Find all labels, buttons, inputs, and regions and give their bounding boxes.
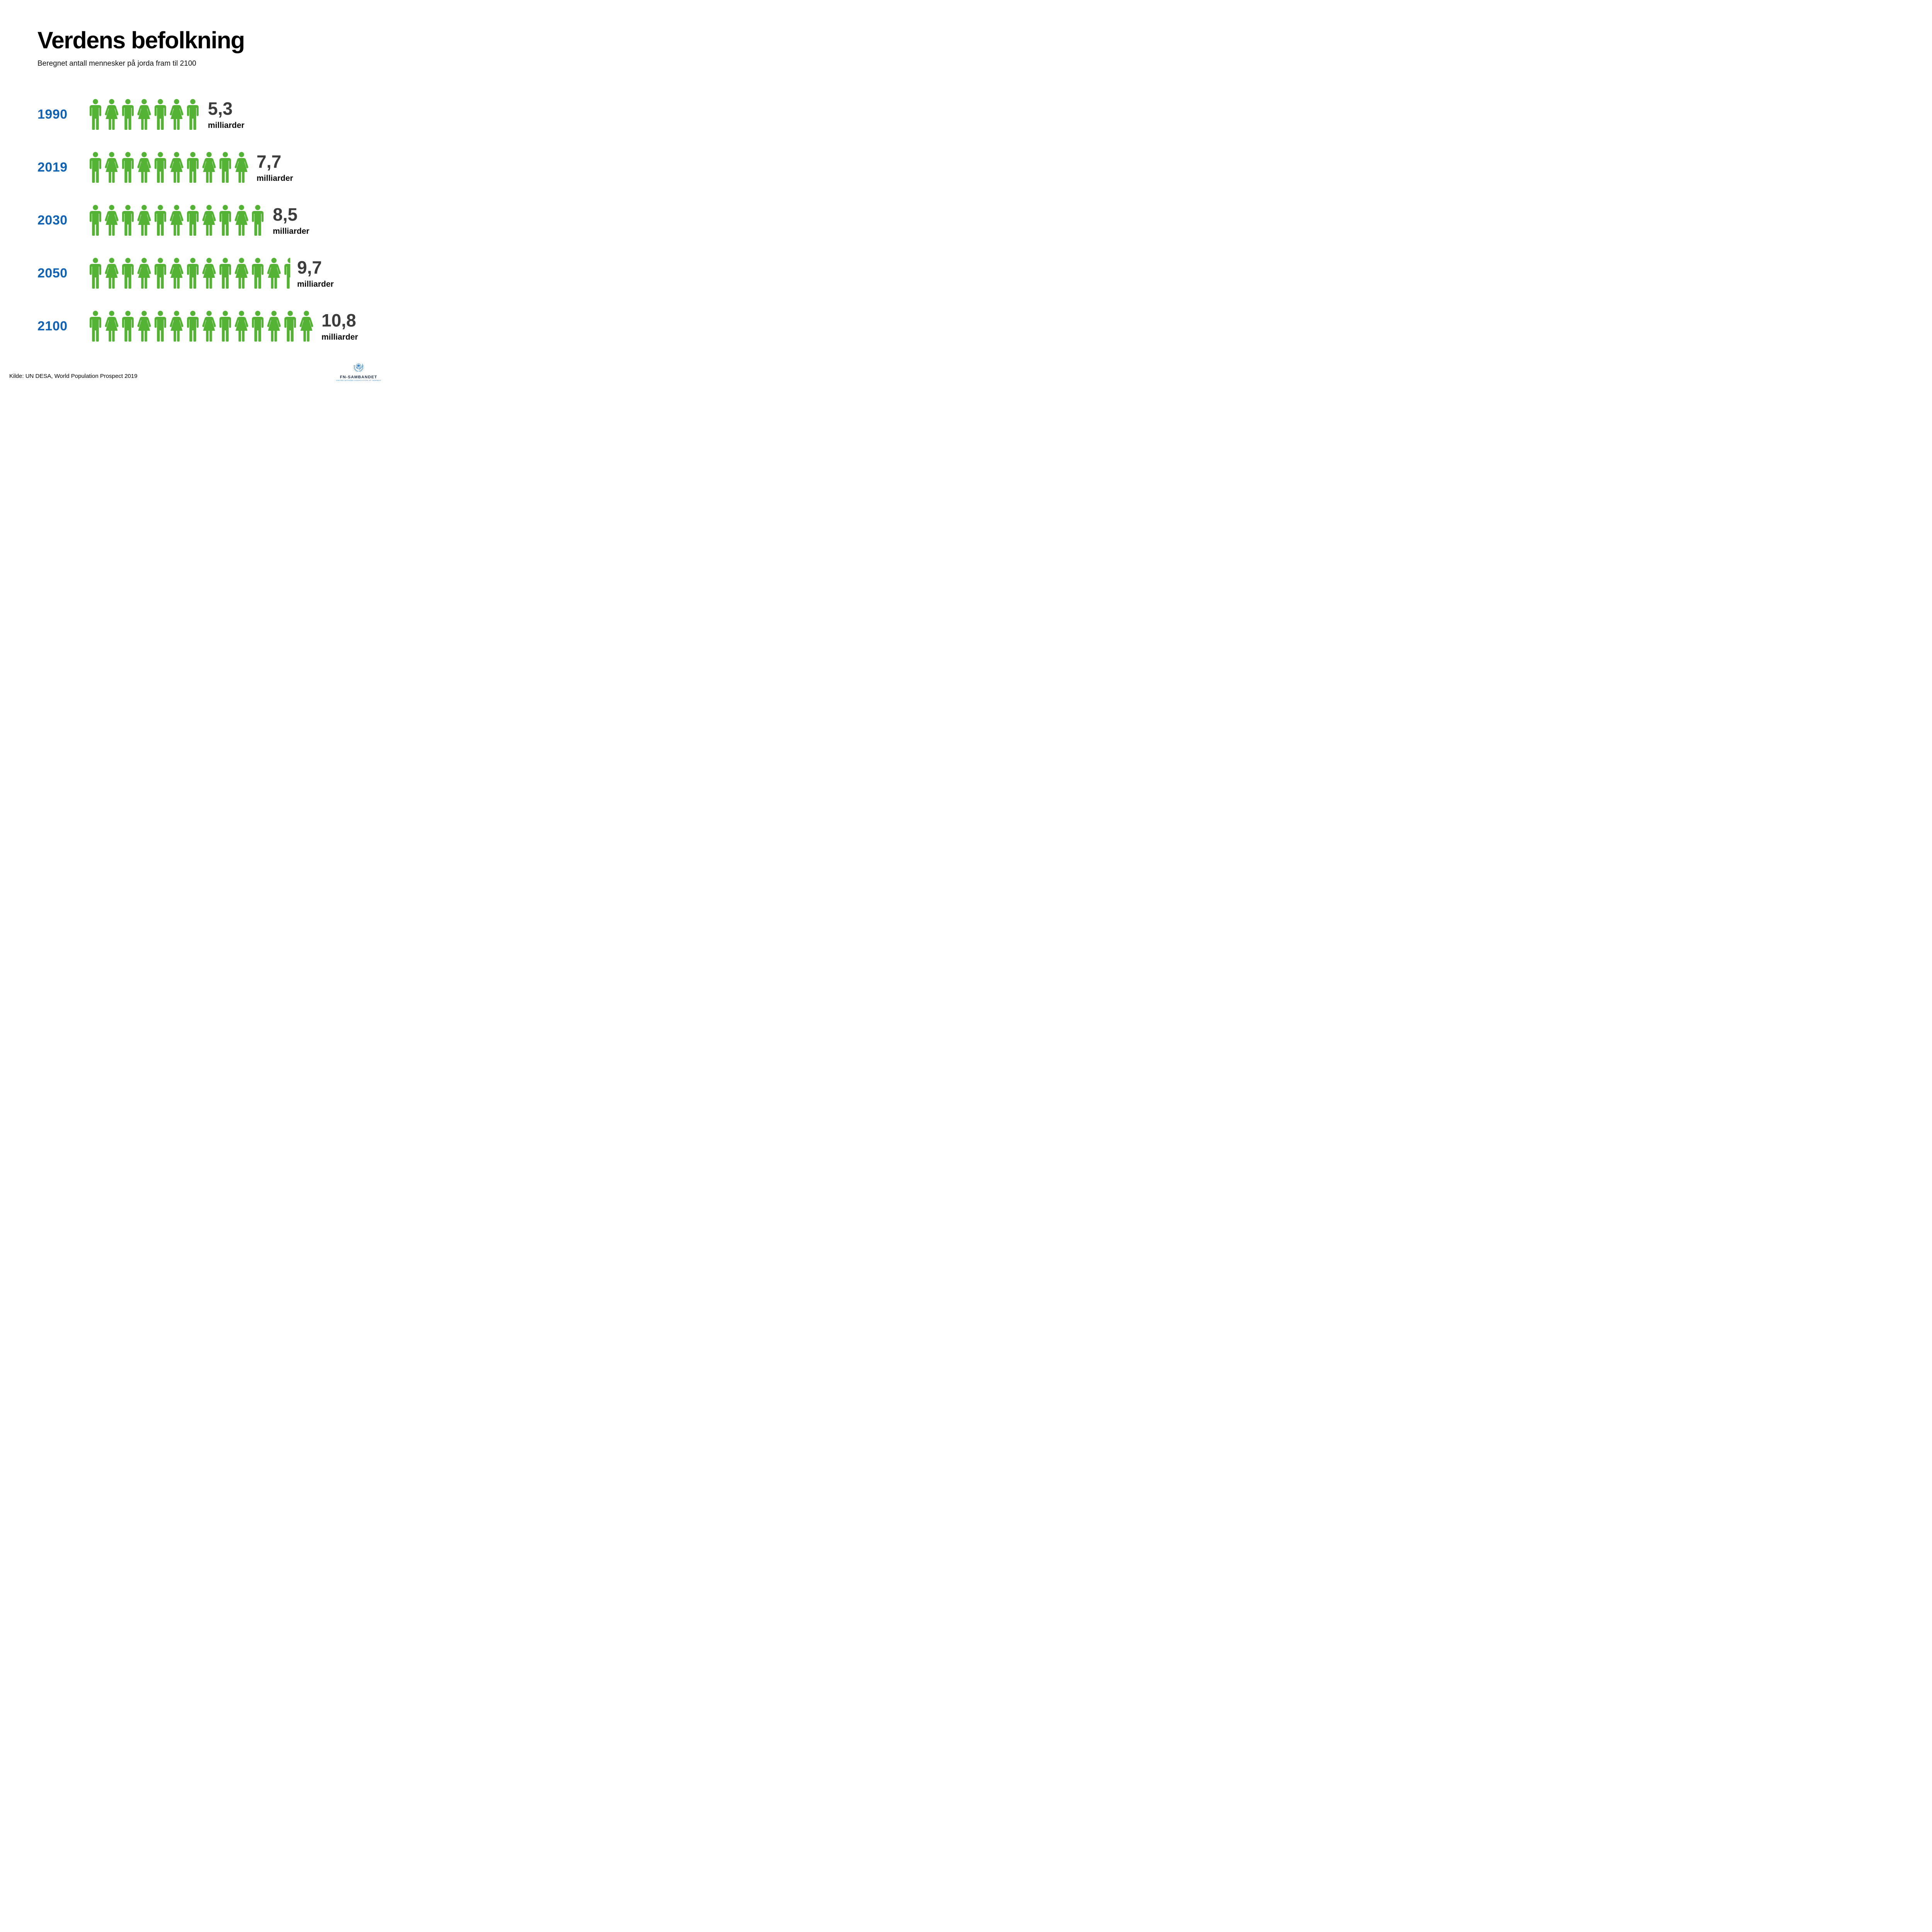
person-man-icon bbox=[120, 152, 136, 184]
row-icons bbox=[87, 258, 290, 289]
logo-org-name: FN-SAMBANDET bbox=[340, 374, 378, 379]
row-value: 8,5 milliarder bbox=[273, 206, 310, 235]
page-title: Verdens befolkning bbox=[37, 27, 245, 53]
person-man-icon bbox=[120, 311, 136, 342]
person-woman-icon bbox=[104, 152, 120, 184]
person-woman-icon bbox=[136, 258, 152, 289]
row-year-label: 2030 bbox=[37, 213, 68, 228]
row-icons bbox=[87, 99, 201, 131]
person-woman-icon bbox=[136, 205, 152, 236]
population-row: 2030 8,5 milliarder bbox=[37, 194, 383, 247]
person-man-icon bbox=[185, 205, 201, 236]
person-man-half-icon bbox=[282, 258, 290, 289]
person-man-icon bbox=[282, 311, 298, 342]
population-row: 2100 10,8 milliarder bbox=[37, 300, 383, 353]
source-note: Kilde: UN DESA, World Population Prospec… bbox=[9, 373, 138, 379]
row-value-number: 5,3 bbox=[208, 99, 233, 119]
row-value: 10,8 milliarder bbox=[321, 311, 358, 341]
population-row: 2019 7,7 milliarder bbox=[37, 141, 383, 194]
person-woman-icon bbox=[168, 99, 185, 131]
person-man-icon bbox=[185, 152, 201, 184]
row-value-unit: milliarder bbox=[208, 121, 245, 130]
row-value-number: 8,5 bbox=[273, 204, 298, 224]
fn-sambandet-logo: FN-SAMBANDET UNITED NATIONS ASSOCIATION … bbox=[336, 362, 381, 382]
person-woman-icon bbox=[266, 258, 282, 289]
row-value-number: 10,8 bbox=[321, 310, 356, 330]
person-man-icon bbox=[152, 205, 168, 236]
person-woman-icon bbox=[298, 311, 315, 342]
person-man-icon bbox=[250, 311, 266, 342]
person-woman-icon bbox=[266, 311, 282, 342]
logo-org-subtitle: UNITED NATIONS ASSOCIATION OF NORWAY bbox=[336, 380, 381, 382]
row-value-unit: milliarder bbox=[273, 227, 310, 236]
row-icons bbox=[87, 205, 266, 236]
person-man-icon bbox=[120, 99, 136, 131]
person-man-icon bbox=[185, 99, 201, 131]
page-subtitle: Beregnet antall mennesker på jorda fram … bbox=[37, 60, 196, 68]
row-value: 7,7 milliarder bbox=[257, 153, 293, 182]
person-man-icon bbox=[120, 205, 136, 236]
person-man-icon bbox=[87, 258, 104, 289]
person-man-icon bbox=[152, 152, 168, 184]
person-man-icon bbox=[185, 258, 201, 289]
row-icons bbox=[87, 152, 250, 184]
person-man-icon bbox=[185, 311, 201, 342]
person-woman-icon bbox=[168, 311, 185, 342]
row-year-label: 2050 bbox=[37, 266, 68, 281]
person-woman-icon bbox=[168, 258, 185, 289]
person-woman-icon bbox=[168, 152, 185, 184]
person-woman-icon bbox=[104, 205, 120, 236]
row-year-label: 1990 bbox=[37, 107, 68, 122]
person-man-icon bbox=[152, 311, 168, 342]
person-woman-icon bbox=[201, 258, 217, 289]
person-man-icon bbox=[152, 99, 168, 131]
infographic-canvas: Verdens befolkning Beregnet antall menne… bbox=[0, 0, 386, 386]
person-woman-icon bbox=[201, 205, 217, 236]
row-value: 9,7 milliarder bbox=[297, 259, 334, 288]
person-man-icon bbox=[250, 205, 266, 236]
person-man-icon bbox=[217, 152, 233, 184]
person-man-icon bbox=[87, 99, 104, 131]
person-man-icon bbox=[217, 205, 233, 236]
person-man-icon bbox=[152, 258, 168, 289]
person-woman-icon bbox=[233, 205, 250, 236]
person-woman-icon bbox=[104, 258, 120, 289]
header: Verdens befolkning Beregnet antall menne… bbox=[37, 28, 371, 68]
person-woman-icon bbox=[233, 258, 250, 289]
row-value-number: 9,7 bbox=[297, 257, 322, 277]
person-woman-icon bbox=[104, 99, 120, 131]
person-man-icon bbox=[217, 311, 233, 342]
person-man-icon bbox=[250, 258, 266, 289]
row-value-unit: milliarder bbox=[297, 280, 334, 289]
row-value-number: 7,7 bbox=[257, 151, 281, 172]
row-value-unit: milliarder bbox=[321, 333, 358, 342]
row-value: 5,3 milliarder bbox=[208, 100, 245, 129]
person-woman-icon bbox=[233, 152, 250, 184]
person-woman-icon bbox=[136, 311, 152, 342]
person-man-icon bbox=[87, 152, 104, 184]
person-man-icon bbox=[217, 258, 233, 289]
person-man-icon bbox=[120, 258, 136, 289]
person-woman-icon bbox=[136, 152, 152, 184]
row-value-unit: milliarder bbox=[257, 174, 293, 183]
person-woman-icon bbox=[168, 205, 185, 236]
rows: 1990 5,3 milliarder 2019 7,7 milliarder … bbox=[37, 88, 383, 353]
person-woman-icon bbox=[233, 311, 250, 342]
person-woman-icon bbox=[104, 311, 120, 342]
row-year-label: 2019 bbox=[37, 160, 68, 175]
person-man-icon bbox=[87, 311, 104, 342]
person-woman-icon bbox=[201, 152, 217, 184]
row-year-label: 2100 bbox=[37, 319, 68, 333]
un-emblem-icon bbox=[353, 363, 364, 372]
person-woman-icon bbox=[201, 311, 217, 342]
person-woman-icon bbox=[136, 99, 152, 131]
person-man-icon bbox=[87, 205, 104, 236]
population-row: 1990 5,3 milliarder bbox=[37, 88, 383, 141]
row-icons bbox=[87, 311, 315, 342]
population-row: 2050 9,7 milliarder bbox=[37, 247, 383, 300]
